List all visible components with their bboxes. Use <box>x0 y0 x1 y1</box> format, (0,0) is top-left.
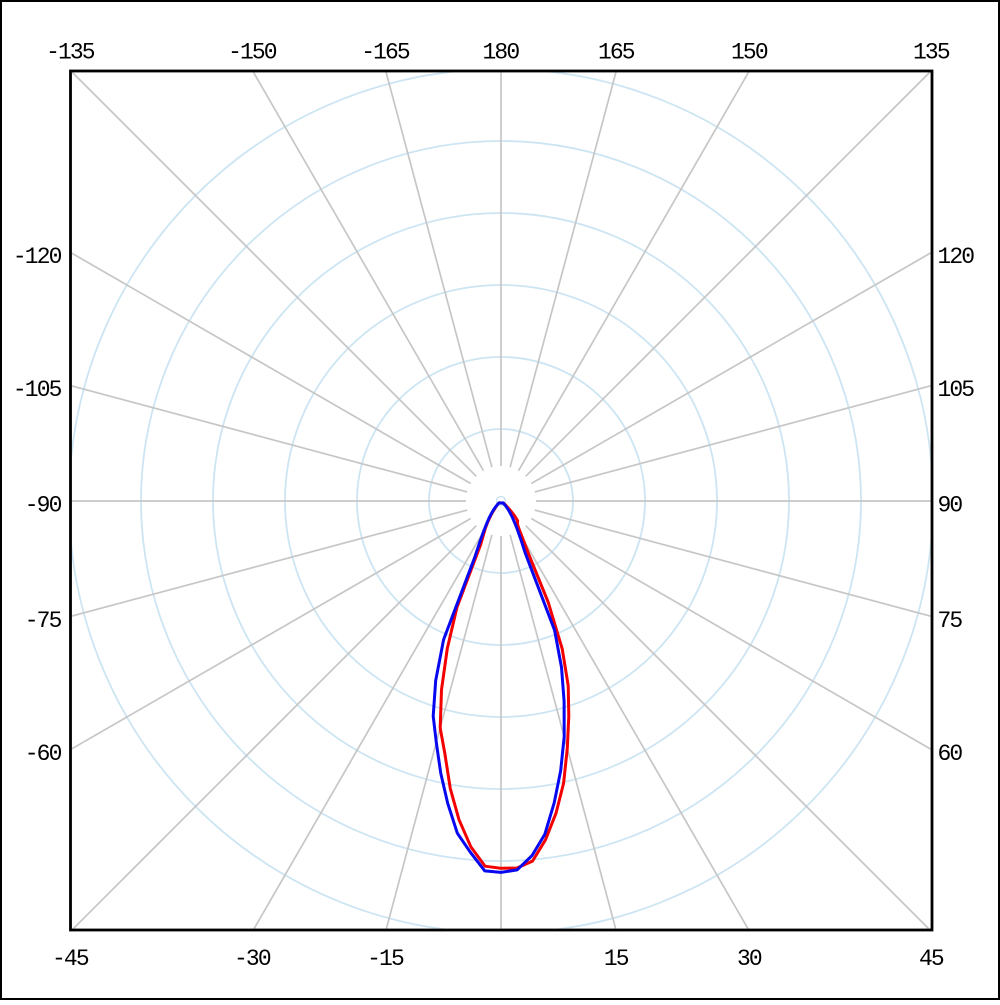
svg-text:105: 105 <box>938 377 975 403</box>
svg-text:-105: -105 <box>13 377 62 403</box>
svg-text:-150: -150 <box>228 40 277 66</box>
svg-text:180: 180 <box>483 40 520 66</box>
svg-text:60: 60 <box>938 741 963 767</box>
svg-text:-135: -135 <box>46 40 95 66</box>
svg-text:-120: -120 <box>13 244 62 270</box>
svg-text:-75: -75 <box>25 608 62 634</box>
svg-text:120: 120 <box>938 244 975 270</box>
svg-text:75: 75 <box>938 608 963 634</box>
svg-text:-45: -45 <box>52 946 89 972</box>
svg-text:135: 135 <box>913 40 950 66</box>
svg-text:30: 30 <box>737 946 762 972</box>
svg-text:-90: -90 <box>25 492 62 518</box>
svg-text:90: 90 <box>938 492 963 518</box>
svg-text:15: 15 <box>604 946 629 972</box>
svg-text:165: 165 <box>598 40 635 66</box>
svg-text:-15: -15 <box>367 946 404 972</box>
svg-text:-30: -30 <box>234 946 271 972</box>
svg-text:-165: -165 <box>361 40 410 66</box>
svg-text:-60: -60 <box>25 741 62 767</box>
svg-text:150: 150 <box>731 40 768 66</box>
svg-text:45: 45 <box>919 946 944 972</box>
